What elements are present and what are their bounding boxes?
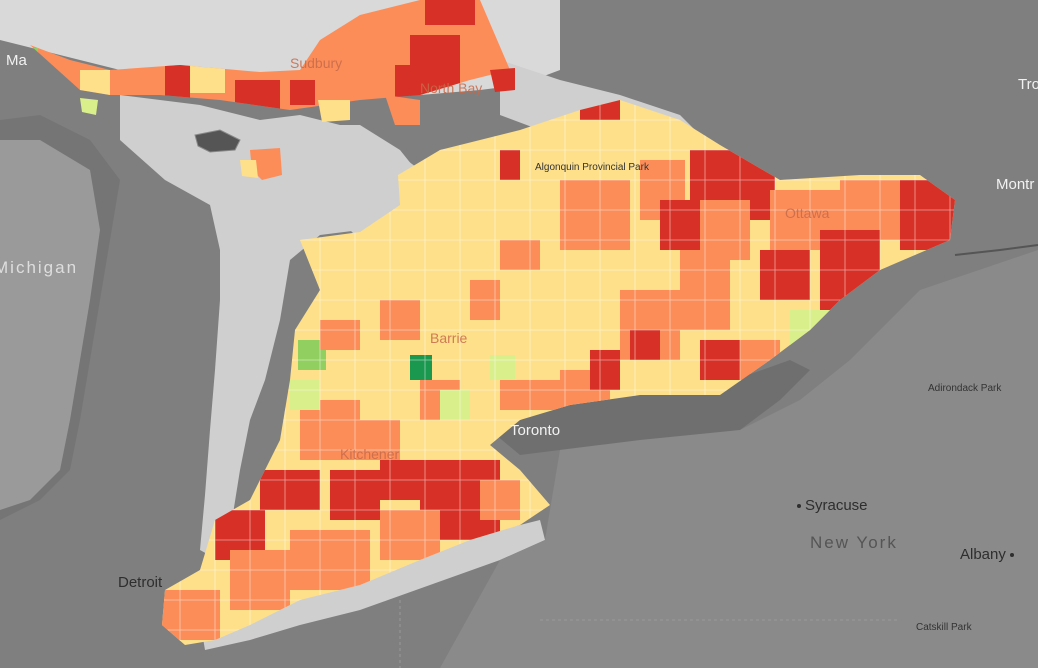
label-adirondack: Adirondack Park	[928, 383, 1002, 394]
region-fill	[500, 240, 540, 270]
label-trois: Tro	[1018, 76, 1038, 93]
island-region	[240, 160, 258, 178]
region-fill	[480, 480, 520, 520]
label-kitchener: Kitchener	[340, 446, 400, 462]
manitoulin-island	[194, 129, 241, 153]
label-north-bay: North Bay	[420, 80, 483, 96]
label-marie: Ma	[6, 52, 27, 69]
lake-erie	[200, 520, 545, 650]
label-albany: Albany	[960, 546, 1018, 563]
north-fill	[290, 80, 315, 105]
region-fill	[320, 320, 360, 350]
region-fill	[560, 180, 630, 250]
label-detroit: Detroit	[118, 574, 163, 591]
region-fill	[660, 200, 700, 250]
region-fill	[230, 550, 290, 610]
region-fill	[380, 300, 420, 340]
region-fill	[260, 470, 320, 510]
michigan-land	[0, 140, 100, 510]
label-michigan: Michigan	[0, 258, 79, 277]
north-fill	[425, 0, 475, 25]
region-fill	[290, 380, 320, 410]
state-border	[399, 600, 900, 668]
label-montreal: Montr	[996, 176, 1035, 193]
north-fill	[80, 98, 98, 115]
region-fill	[410, 355, 432, 380]
label-algonquin: Algonquin Provincial Park	[535, 162, 649, 173]
syracuse-marker	[797, 504, 801, 509]
region-fill	[630, 330, 660, 360]
region-fill	[162, 590, 220, 640]
region-fill	[760, 250, 810, 300]
albany-marker	[1009, 553, 1014, 558]
label-sudbury: Sudbury	[290, 55, 343, 71]
region-fill	[690, 150, 730, 200]
label-catskill: Catskill Park	[916, 622, 972, 633]
north-fill	[318, 100, 350, 122]
island-region	[250, 148, 282, 180]
region-fill	[490, 355, 515, 380]
label-syracuse: Syracuse	[793, 497, 868, 514]
region-fill	[290, 530, 370, 590]
region-fill	[380, 510, 440, 560]
st-lawrence-river	[954, 244, 1038, 256]
north-fill	[490, 68, 515, 92]
label-ottawa: Ottawa	[785, 205, 830, 221]
region-fill	[500, 150, 520, 180]
label-toronto: Toronto	[510, 422, 561, 439]
label-new-york: New York	[810, 533, 898, 552]
region-fill	[590, 350, 620, 390]
region-fill	[360, 420, 400, 460]
north-fill	[385, 95, 420, 125]
us-land	[440, 250, 1038, 668]
region-fill	[440, 390, 470, 420]
north-fill	[360, 20, 390, 80]
label-barrie: Barrie	[430, 330, 468, 346]
